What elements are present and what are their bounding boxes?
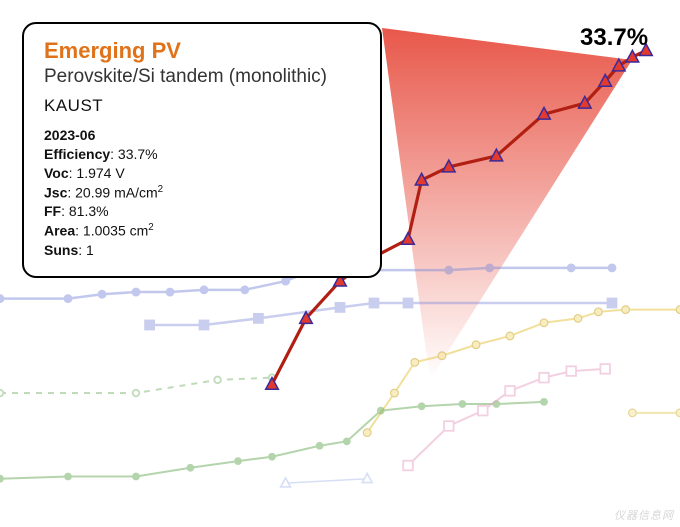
highlight-efficiency-label: 33.7% <box>580 24 648 52</box>
metric-suns-label: Suns <box>44 242 78 258</box>
metric-jsc-label: Jsc <box>44 184 67 200</box>
metric-ff-value: 81.3% <box>69 203 109 219</box>
tooltip-metrics: 2023-06 Efficiency: 33.7% Voc: 1.974 V J… <box>44 126 360 260</box>
metric-voc-value: 1.974 V <box>76 165 124 181</box>
series-bg-yellow-far <box>629 409 680 417</box>
series-bg-green-solid <box>0 399 547 482</box>
tooltip-technology: Perovskite/Si tandem (monolithic) <box>44 66 360 88</box>
tooltip-institution: KAUST <box>44 96 360 116</box>
watermark: 仪器信息网 <box>614 507 674 523</box>
chart-root: 33.7% Emerging PV Perovskite/Si tandem (… <box>0 0 680 527</box>
metric-area-value: 1.0035 cm <box>83 223 148 239</box>
metric-voc-label: Voc <box>44 165 69 181</box>
metric-jsc-value: 20.99 mA/cm <box>75 184 157 200</box>
tooltip-category: Emerging PV <box>44 38 360 64</box>
metric-suns-value: 1 <box>86 242 94 258</box>
datapoint-tooltip: Emerging PV Perovskite/Si tandem (monoli… <box>22 22 382 278</box>
callout-triangle <box>382 28 632 380</box>
metric-eff-label: Efficiency <box>44 146 110 162</box>
background-series-group <box>0 264 680 487</box>
series-bg-green-dashed <box>0 374 275 396</box>
series-bg-blue-open-tri <box>281 473 372 486</box>
metric-eff-value: 33.7% <box>118 146 158 162</box>
metric-area-label: Area <box>44 223 75 239</box>
metric-date: 2023-06 <box>44 127 95 143</box>
series-bg-pink-open-squares <box>403 364 610 470</box>
metric-ff-label: FF <box>44 203 61 219</box>
